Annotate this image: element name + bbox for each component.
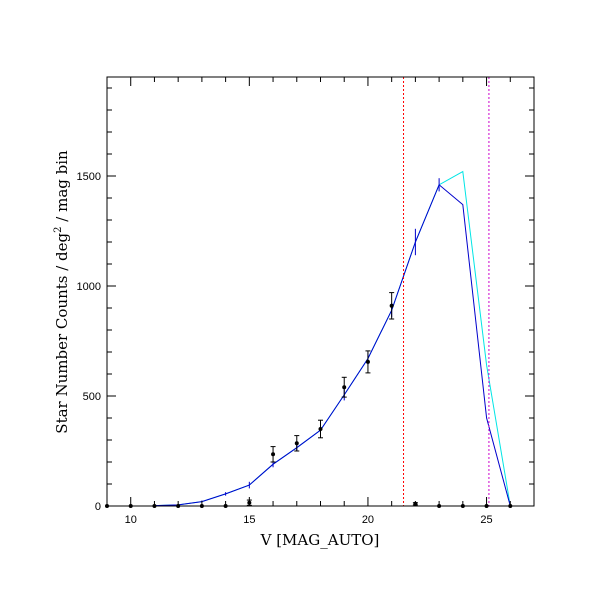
- limit-lines: [403, 77, 490, 506]
- observed-point: [318, 427, 323, 431]
- observed-point: [294, 441, 299, 446]
- y-tick-label: 500: [83, 391, 101, 403]
- observed-points: [105, 292, 513, 508]
- observed-point: [365, 359, 370, 364]
- x-axis-title: V [MAG_AUTO]: [260, 531, 380, 549]
- observed-point: [389, 303, 394, 308]
- observed-point: [271, 452, 276, 457]
- y-tick-label: 1000: [77, 281, 101, 293]
- y-axis-title-tail: / mag bin: [53, 150, 71, 227]
- x-tick-label: 25: [480, 514, 492, 526]
- axes: [106, 76, 535, 507]
- model-blue-line: [154, 183, 511, 506]
- x-tick-label: 20: [362, 514, 374, 526]
- model-cyan-line: [154, 170, 511, 506]
- observed-point: [342, 385, 347, 390]
- y-axis-title-main: Star Number Counts / deg: [53, 232, 71, 433]
- series-layer: [153, 170, 511, 506]
- x-tick-label: 10: [125, 514, 137, 526]
- tick-labels: 10 15 20 25 0 500 1000 1500: [77, 171, 493, 526]
- y-axis-title: Star Number Counts / deg2 / mag bin: [53, 150, 71, 434]
- x-tick-label: 15: [243, 514, 255, 526]
- y-tick-label: 1500: [77, 171, 101, 183]
- y-tick-label: 0: [95, 501, 101, 513]
- plot-frame: [106, 76, 535, 507]
- y-axis-title-superscript: 2: [53, 226, 64, 232]
